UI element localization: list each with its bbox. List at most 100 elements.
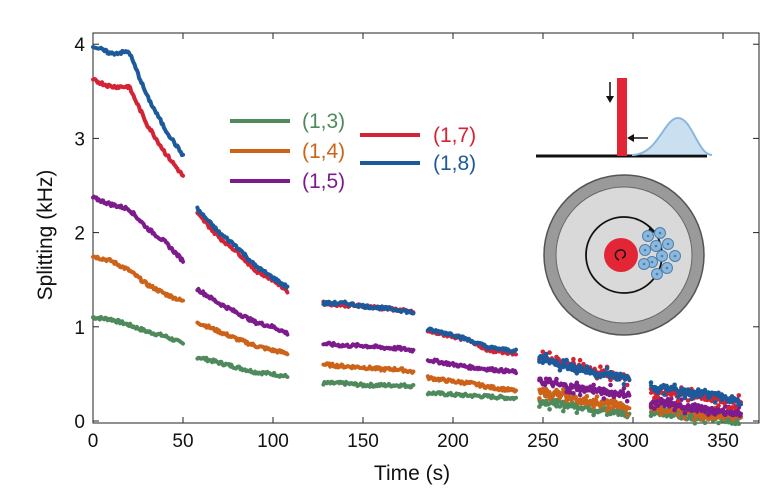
series-point <box>540 349 546 355</box>
series-point <box>564 357 569 363</box>
series-trace <box>91 254 185 303</box>
series-trace <box>91 314 185 346</box>
series-trace <box>537 387 632 413</box>
series-point <box>618 371 623 377</box>
series-point <box>561 382 566 387</box>
series-point <box>665 388 671 393</box>
series-point <box>729 405 735 410</box>
inset-particle-core <box>665 266 669 270</box>
series-point <box>658 412 664 417</box>
series-point <box>550 393 556 398</box>
series-point <box>692 394 698 399</box>
series-point <box>692 416 698 422</box>
legend-label-1-5: (1,5) <box>302 170 345 193</box>
series-point <box>547 396 552 402</box>
series-trace <box>195 286 290 337</box>
series-point <box>652 387 657 393</box>
series-point <box>689 408 694 414</box>
series-point <box>709 405 715 411</box>
series-point <box>614 392 620 397</box>
series-point <box>675 394 681 400</box>
y-tick-label: 0 <box>74 412 85 433</box>
series-point <box>702 420 708 426</box>
inset-particle-core <box>655 272 659 276</box>
legend: (1,3) (1,4) (1,5) (1,7) (1,8) <box>230 110 476 193</box>
series-point <box>672 382 677 388</box>
series-point <box>537 404 542 409</box>
series-point <box>692 421 698 426</box>
series-point <box>571 402 576 407</box>
series-trace <box>425 374 518 394</box>
series-point <box>577 397 583 403</box>
series-point <box>543 387 549 392</box>
series-trace <box>321 340 416 354</box>
series-point <box>611 374 617 379</box>
series-point <box>702 387 708 393</box>
series-point <box>712 399 718 405</box>
series-point <box>669 414 674 420</box>
series-point <box>652 411 657 417</box>
series-point <box>624 412 630 418</box>
legend-label-1-8: (1,8) <box>433 152 476 175</box>
series-trace <box>321 361 416 375</box>
series-point <box>571 362 576 368</box>
series-point <box>719 397 725 403</box>
series-point <box>550 401 556 406</box>
inset-particle-core <box>643 248 647 252</box>
series-trace <box>91 77 185 178</box>
inset-particle-core <box>642 262 646 266</box>
series-point <box>696 387 701 392</box>
series-point <box>733 405 738 410</box>
series-trace <box>321 299 416 316</box>
series-point <box>604 391 610 396</box>
series-point <box>709 390 715 396</box>
x-tick-label: 200 <box>437 431 469 452</box>
series-point <box>712 412 718 417</box>
series-trace <box>195 355 290 379</box>
series-point <box>669 393 674 398</box>
series-point <box>648 380 654 385</box>
series-point <box>669 396 674 401</box>
series-point <box>554 376 559 382</box>
series-point <box>567 366 573 372</box>
inset-particle-core <box>646 234 650 238</box>
series-point <box>581 361 586 367</box>
series-point <box>658 384 664 389</box>
series-point <box>588 367 593 373</box>
series-point <box>611 410 617 416</box>
series-point <box>584 394 590 399</box>
series-point <box>591 369 596 375</box>
series-point <box>736 421 742 427</box>
series-point <box>601 396 607 401</box>
series-point <box>608 382 613 388</box>
series-point <box>561 408 566 414</box>
series-point <box>662 392 667 397</box>
inset-spiral-icon <box>614 249 626 261</box>
series-point <box>574 371 580 376</box>
series-point <box>540 386 546 392</box>
inset-left-arrow-head <box>627 134 634 142</box>
series-point <box>736 393 742 398</box>
series-point <box>655 390 661 396</box>
y-tick-label: 2 <box>74 224 85 245</box>
series-point <box>716 403 721 408</box>
series-point <box>621 382 627 387</box>
series-point <box>672 407 677 413</box>
series-point <box>577 363 583 369</box>
series-1-8 <box>91 45 743 408</box>
series-point <box>574 410 580 416</box>
series-point <box>733 421 738 427</box>
series-point <box>550 381 556 387</box>
series-point <box>601 373 607 379</box>
series-point <box>699 393 704 398</box>
legend-label-1-4: (1,4) <box>302 140 345 163</box>
series-point <box>618 392 623 397</box>
series-point <box>682 416 688 421</box>
series-point <box>621 403 627 409</box>
series-point <box>652 406 657 411</box>
series-point <box>729 421 735 426</box>
series-point <box>601 400 607 406</box>
series-point <box>675 398 681 404</box>
inset-particle-core <box>654 244 658 248</box>
